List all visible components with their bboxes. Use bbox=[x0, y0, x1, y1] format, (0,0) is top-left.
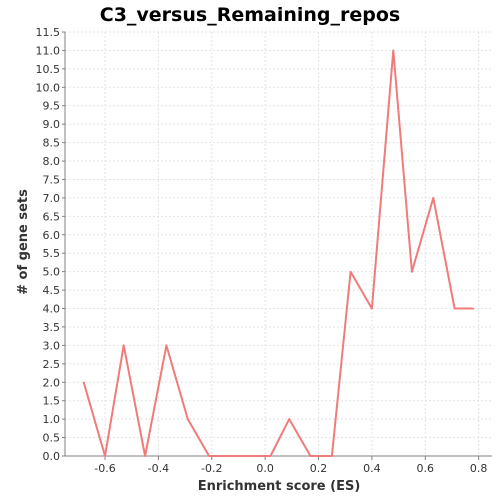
x-tick-label: 0.6 bbox=[417, 462, 435, 475]
y-tick-label: 11.5 bbox=[36, 26, 61, 39]
data-point bbox=[269, 455, 272, 457]
x-tick-label: 0.0 bbox=[256, 462, 274, 475]
y-tick-label: 8.0 bbox=[43, 155, 61, 168]
y-tick-label: 8.5 bbox=[43, 137, 61, 150]
y-tick-label: 9.5 bbox=[43, 100, 61, 113]
y-axis-label: # of gene sets bbox=[16, 189, 31, 295]
data-point bbox=[309, 455, 312, 457]
data-point bbox=[392, 49, 395, 52]
data-point bbox=[144, 455, 146, 457]
data-point bbox=[248, 455, 250, 457]
x-axis-label: Enrichment score (ES) bbox=[198, 479, 361, 494]
data-point bbox=[371, 307, 373, 310]
grid bbox=[65, 31, 492, 457]
data-point bbox=[331, 455, 333, 457]
data-point bbox=[411, 270, 413, 273]
y-tick-label: 10.0 bbox=[36, 81, 61, 94]
series-layer bbox=[82, 49, 475, 457]
data-point bbox=[208, 455, 210, 457]
x-tick-labels: -0.6 -0.4 -0.2 0.0 0.2 0.4 0.6 0.8 bbox=[94, 462, 487, 475]
y-tick-label: 4.5 bbox=[43, 284, 61, 297]
data-point bbox=[453, 307, 456, 310]
y-tick-label: 6.0 bbox=[43, 229, 61, 242]
y-tick-label: 6.5 bbox=[43, 210, 61, 223]
x-tick-label: -0.4 bbox=[148, 462, 169, 475]
x-tick-label: 0.2 bbox=[310, 462, 328, 475]
x-tick-label: -0.2 bbox=[201, 462, 222, 475]
y-tick-label: 4.0 bbox=[43, 303, 61, 316]
x-tick-label: -0.6 bbox=[94, 462, 115, 475]
y-tick-label: 11.0 bbox=[36, 44, 61, 57]
data-point bbox=[186, 418, 189, 420]
chart-title: C3_versus_Remaining_repos bbox=[100, 4, 400, 26]
y-tick-label: 5.0 bbox=[43, 266, 61, 279]
data-point bbox=[226, 455, 229, 457]
y-tick-label: 2.0 bbox=[43, 376, 61, 389]
y-tick-label: 9.0 bbox=[43, 118, 61, 131]
x-tick-label: 0.8 bbox=[470, 462, 488, 475]
data-point bbox=[349, 270, 352, 273]
data-point bbox=[82, 381, 85, 384]
series-line bbox=[82, 49, 474, 457]
y-tick-label: 10.5 bbox=[36, 63, 61, 76]
y-tick-label: 2.5 bbox=[43, 358, 61, 371]
data-point bbox=[122, 344, 125, 347]
data-point bbox=[432, 197, 435, 199]
y-tick-label: 7.0 bbox=[43, 192, 61, 205]
y-tick-label: 1.0 bbox=[43, 413, 61, 426]
y-tick-label: 0.5 bbox=[43, 432, 61, 445]
y-tick-label: 7.5 bbox=[43, 173, 61, 186]
y-tick-label: 1.5 bbox=[43, 395, 61, 408]
axes bbox=[62, 31, 492, 460]
x-tick-label: 0.4 bbox=[363, 462, 381, 475]
y-tick-labels: 0.0 0.5 1.0 1.5 2.0 2.5 3.0 3.5 4.0 4.5 5.0 5.5 6.0 6… bbox=[36, 26, 61, 463]
y-tick-label: 3.5 bbox=[43, 321, 61, 334]
data-point bbox=[288, 418, 290, 420]
data-point bbox=[165, 344, 168, 347]
data-point bbox=[472, 307, 475, 310]
y-tick-label: 5.5 bbox=[43, 247, 61, 260]
y-tick-label: 0.0 bbox=[43, 450, 61, 463]
y-tick-label: 3.0 bbox=[43, 339, 61, 352]
data-point bbox=[104, 455, 106, 457]
